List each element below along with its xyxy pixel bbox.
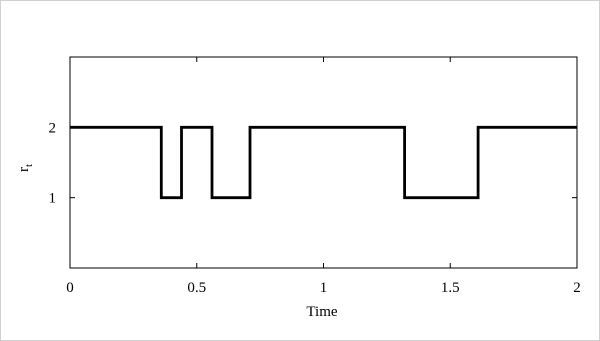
- y-tick-label-0: 1: [49, 191, 57, 207]
- plot-area: [69, 56, 578, 269]
- svg-text:rt: rt: [16, 164, 35, 172]
- y-tick-label-1: 2: [49, 120, 57, 136]
- y-axis-label-sub: t: [23, 164, 35, 167]
- series-line-0: [70, 125, 577, 200]
- x-tick-label-1: 0.5: [187, 280, 206, 296]
- x-tick-label-2: 1: [320, 280, 328, 296]
- x-tick-label-4: 2: [573, 280, 581, 296]
- x-tick-label-3: 1.5: [441, 280, 460, 296]
- y-axis-label-main: r: [16, 167, 32, 172]
- axes-box: [69, 56, 578, 269]
- y-axis-label: rt: [16, 164, 35, 172]
- tick-labels-group: 0 0.5 1 1.5 2 1 2: [49, 120, 581, 296]
- ticks-group: [69, 57, 578, 268]
- x-tick-label-0: 0: [66, 280, 74, 296]
- x-axis-label: Time: [306, 304, 337, 320]
